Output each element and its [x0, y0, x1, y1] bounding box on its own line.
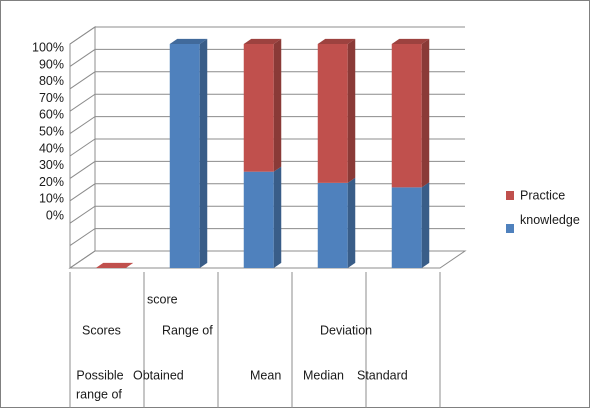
- bar-top: [317, 38, 356, 44]
- category-label: Standard: [357, 369, 408, 383]
- bar-top: [391, 38, 430, 44]
- category-label: Scores: [82, 324, 121, 338]
- bar-front: [169, 44, 200, 268]
- bar-knowledge-3: [317, 177, 356, 268]
- bar-side: [199, 38, 208, 269]
- legend-swatch-Practice: [506, 191, 514, 200]
- bar-top: [243, 38, 282, 44]
- bar-Practice-2: [243, 38, 282, 172]
- y-tick-label: 20%: [39, 175, 64, 189]
- bar-front: [243, 44, 274, 172]
- bar-side: [347, 177, 356, 268]
- bar-front: [243, 171, 274, 268]
- category-label: Median: [303, 369, 344, 383]
- bar-side: [347, 38, 356, 183]
- category-label: Range of: [162, 324, 213, 338]
- bar-top: [169, 38, 208, 44]
- legend: Practice knowledge: [506, 189, 580, 233]
- bar-knowledge-2: [243, 166, 282, 268]
- y-axis-ticks: 100% 90% 80% 70% 60% 50% 40% 30% 20% 10% 0%: [32, 41, 64, 223]
- y-tick-label: 60%: [39, 108, 64, 122]
- y-tick-label: 50%: [39, 125, 64, 139]
- bar-knowledge-1: [169, 38, 208, 269]
- y-tick-label: 30%: [39, 158, 64, 172]
- category-label: score: [147, 293, 178, 307]
- bar-front: [391, 187, 422, 268]
- bar-side: [421, 182, 430, 268]
- legend-label-Practice: Practice: [520, 189, 565, 203]
- y-tick-label: 80%: [39, 74, 64, 88]
- bar-side: [273, 38, 282, 172]
- bar-side: [421, 38, 430, 188]
- bar-empty-top-0: [95, 262, 134, 268]
- bar-knowledge-4: [391, 182, 430, 268]
- bar-front: [391, 44, 422, 188]
- category-table: Possible range of Scores Range of score Obtai…: [69, 272, 441, 408]
- y-tick-label: 10%: [39, 192, 64, 206]
- y-tick-label: 100%: [32, 41, 64, 55]
- y-tick-label: 0%: [46, 209, 64, 223]
- legend-swatch-knowledge: [506, 224, 514, 233]
- category-label: range of: [76, 388, 122, 402]
- gridline: [69, 26, 465, 45]
- category-label: Deviation: [320, 324, 372, 338]
- bars: [95, 38, 430, 269]
- category-label: Obtained: [133, 369, 184, 383]
- legend-label-knowledge: knowledge: [520, 213, 580, 227]
- y-tick-label: 70%: [39, 91, 64, 105]
- bar-front: [317, 182, 348, 268]
- bar-side: [273, 166, 282, 268]
- category-label: Possible: [76, 369, 123, 383]
- bar-front: [317, 44, 348, 183]
- bar-Practice-4: [391, 38, 430, 188]
- category-label: Mean: [250, 369, 281, 383]
- y-tick-label: 90%: [39, 57, 64, 71]
- y-tick-label: 40%: [39, 141, 64, 155]
- bar-Practice-3: [317, 38, 356, 183]
